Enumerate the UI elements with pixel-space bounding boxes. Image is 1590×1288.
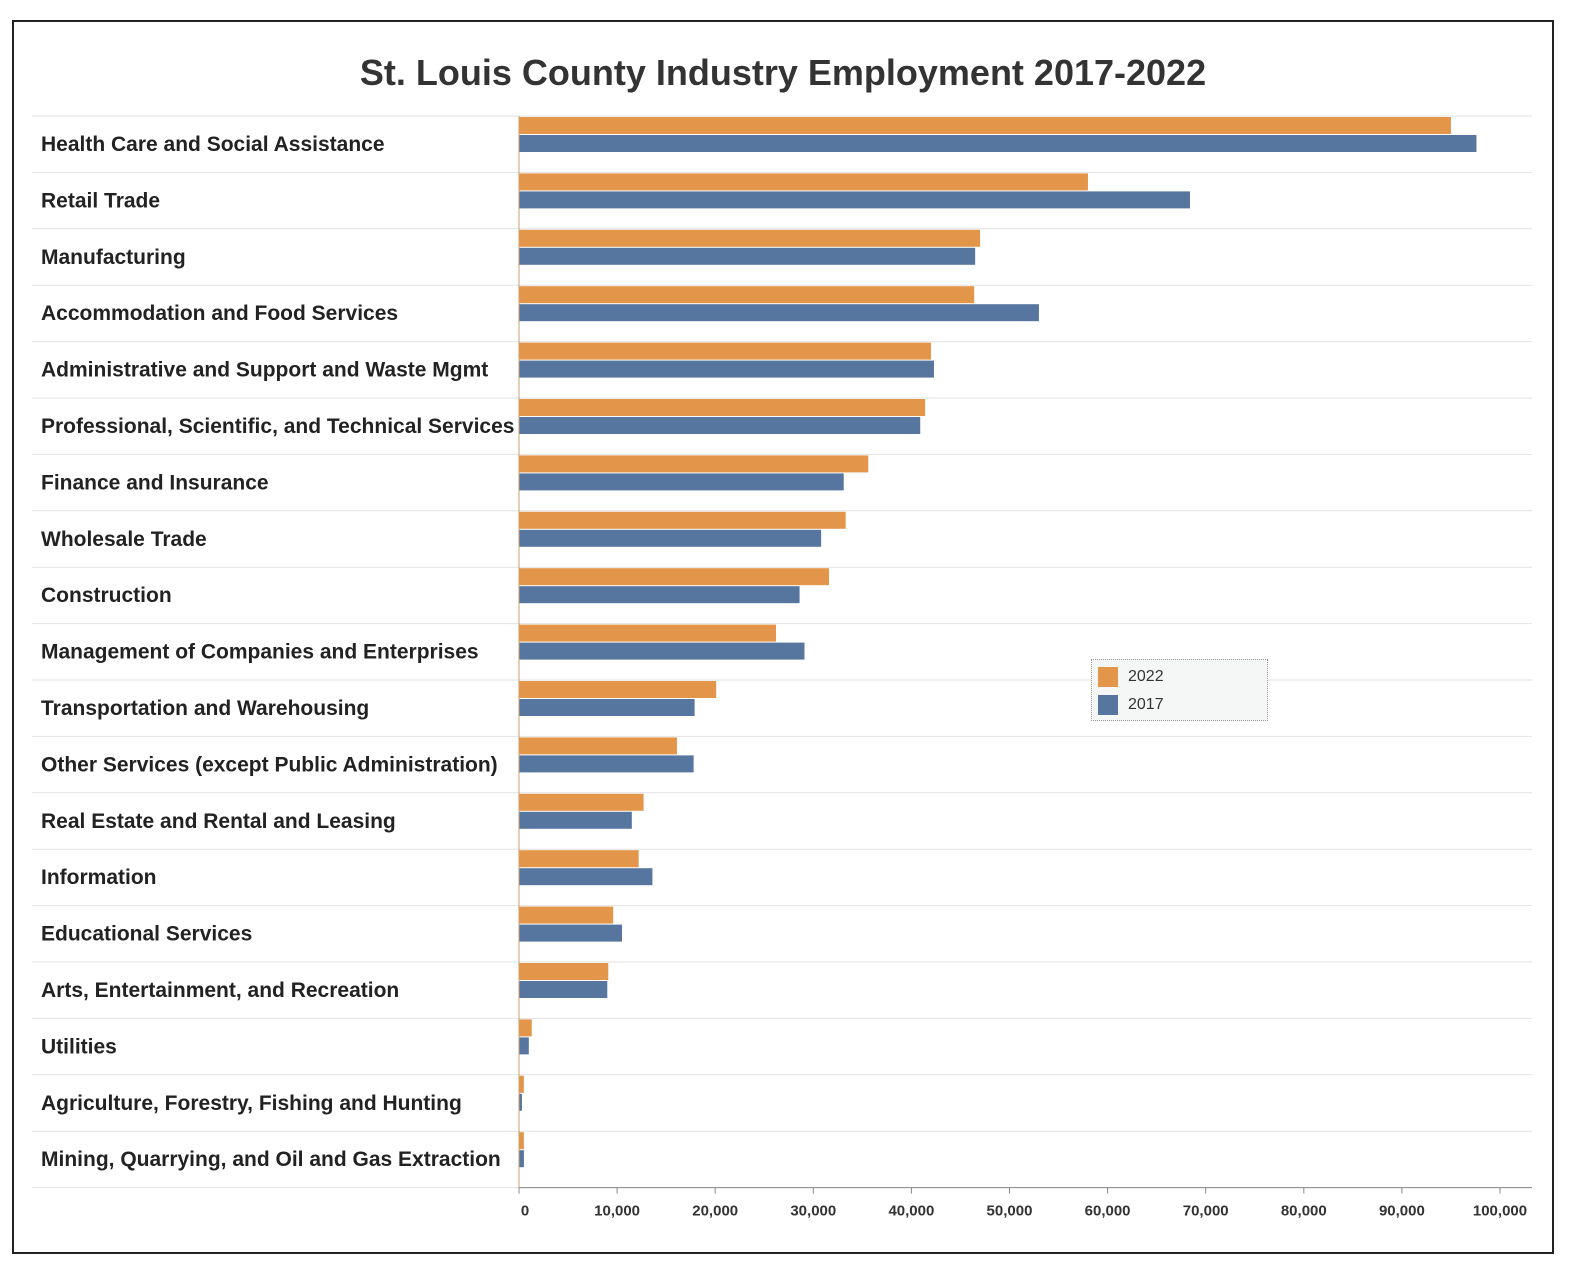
category-label-administrative-and-support-and-waste-mgmt: Administrative and Support and Waste Mgm…	[41, 359, 488, 382]
bar-2017-mining-quarrying-and-oil-and-gas-extraction	[519, 1150, 524, 1168]
bar-2017-professional-scientific-and-technical-services	[519, 417, 921, 434]
legend-swatch-2022	[1098, 667, 1118, 687]
grid-lines	[32, 115, 1532, 1189]
chart-frame	[12, 20, 1554, 1254]
category-label-finance-and-insurance: Finance and Insurance	[41, 471, 269, 494]
bar-2017-arts-entertainment-and-recreation	[519, 981, 608, 998]
bar-2017-information	[519, 868, 653, 886]
legend-swatch-2017	[1098, 695, 1118, 715]
x-tick-label: 40,000	[888, 1203, 934, 1220]
bar-2017-educational-services	[519, 924, 623, 942]
bar-2022-mining-quarrying-and-oil-and-gas-extraction	[519, 1132, 524, 1150]
x-tick-label: 90,000	[1379, 1203, 1425, 1220]
category-label-transportation-and-warehousing: Transportation and Warehousing	[41, 697, 369, 720]
bar-2022-agriculture-forestry-fishing-and-hunting	[519, 1075, 524, 1093]
bar-2017-wholesale-trade	[519, 529, 822, 547]
bar-2022-finance-and-insurance	[519, 455, 869, 473]
legend-item-2017: 2017	[1098, 694, 1164, 716]
bar-2017-other-services-except-public-administration	[519, 755, 694, 773]
legend: 2022 2017	[1091, 659, 1268, 721]
bar-2022-other-services-except-public-administration	[519, 737, 677, 755]
category-label-manufacturing: Manufacturing	[41, 246, 186, 269]
category-label-management-of-companies-and-enterprises: Management of Companies and Enterprises	[41, 641, 479, 664]
bar-2017-management-of-companies-and-enterprises	[519, 642, 805, 660]
x-tick-label: 80,000	[1281, 1203, 1327, 1220]
bar-2017-transportation-and-warehousing	[519, 699, 695, 716]
category-label-other-services-except-public-administration: Other Services (except Public Administra…	[41, 753, 498, 776]
bar-2022-arts-entertainment-and-recreation	[519, 963, 609, 980]
category-label-accommodation-and-food-services: Accommodation and Food Services	[41, 302, 398, 325]
x-tick-label: 100,000	[1473, 1203, 1527, 1220]
bar-2017-manufacturing	[519, 247, 976, 265]
bar-2022-utilities	[519, 1019, 532, 1037]
legend-item-2022: 2022	[1098, 666, 1164, 688]
bar-2017-finance-and-insurance	[519, 473, 844, 491]
bar-2022-retail-trade	[519, 173, 1088, 191]
bar-2022-wholesale-trade	[519, 511, 846, 529]
category-label-educational-services: Educational Services	[41, 923, 252, 946]
x-axis: 0 10,000 20,000 30,000 40,000 50,000 60,000 70,…	[518, 116, 1532, 1220]
bars	[519, 117, 1477, 1168]
bar-2017-utilities	[519, 1037, 529, 1055]
bar-2017-administrative-and-support-and-waste-mgmt	[519, 360, 934, 378]
category-labels: Health Care and Social Assistance Retail …	[41, 133, 514, 1171]
category-label-professional-scientific-and-technical-services: Professional, Scientific, and Technical …	[41, 415, 514, 438]
category-label-mining-quarrying-and-oil-and-gas-extraction: Mining, Quarrying, and Oil and Gas Extra…	[41, 1148, 501, 1171]
x-tick-label: 30,000	[790, 1203, 836, 1220]
bar-2022-administrative-and-support-and-waste-mgmt	[519, 342, 932, 360]
x-tick-label: 0	[521, 1203, 529, 1220]
bar-2017-accommodation-and-food-services	[519, 304, 1039, 322]
bar-2022-educational-services	[519, 906, 614, 924]
bar-2017-agriculture-forestry-fishing-and-hunting	[519, 1093, 522, 1111]
category-label-real-estate-and-rental-and-leasing: Real Estate and Rental and Leasing	[41, 810, 396, 833]
bar-2022-transportation-and-warehousing	[519, 681, 717, 698]
bar-2022-information	[519, 850, 639, 868]
bar-2022-accommodation-and-food-services	[519, 286, 975, 304]
category-label-agriculture-forestry-fishing-and-hunting: Agriculture, Forestry, Fishing and Hunti…	[41, 1092, 462, 1115]
bar-2017-real-estate-and-rental-and-leasing	[519, 811, 632, 829]
x-tick-label: 60,000	[1085, 1203, 1131, 1220]
bar-2017-construction	[519, 586, 800, 604]
x-tick-label: 10,000	[594, 1203, 640, 1220]
legend-label-2022: 2022	[1128, 668, 1164, 685]
x-tick-label: 50,000	[987, 1203, 1033, 1220]
category-label-wholesale-trade: Wholesale Trade	[41, 528, 207, 551]
x-tick-label: 20,000	[692, 1203, 738, 1220]
category-label-construction: Construction	[41, 584, 172, 607]
bar-2022-manufacturing	[519, 229, 981, 247]
bar-2017-health-care-and-social-assistance	[519, 135, 1477, 152]
category-label-information: Information	[41, 866, 157, 889]
bar-2022-construction	[519, 568, 829, 586]
x-tick-label: 70,000	[1183, 1203, 1229, 1220]
chart-title: St. Louis County Industry Employment 201…	[359, 52, 1207, 93]
bar-2022-professional-scientific-and-technical-services	[519, 399, 926, 416]
category-label-retail-trade: Retail Trade	[41, 189, 160, 212]
legend-label-2017: 2017	[1128, 696, 1164, 713]
bar-2022-management-of-companies-and-enterprises	[519, 624, 777, 642]
bar-2017-retail-trade	[519, 191, 1191, 209]
category-label-health-care-and-social-assistance: Health Care and Social Assistance	[41, 133, 385, 156]
category-label-arts-entertainment-and-recreation: Arts, Entertainment, and Recreation	[41, 979, 399, 1002]
category-label-utilities: Utilities	[41, 1035, 117, 1058]
bar-2022-health-care-and-social-assistance	[519, 117, 1451, 134]
bar-2022-real-estate-and-rental-and-leasing	[519, 793, 644, 811]
